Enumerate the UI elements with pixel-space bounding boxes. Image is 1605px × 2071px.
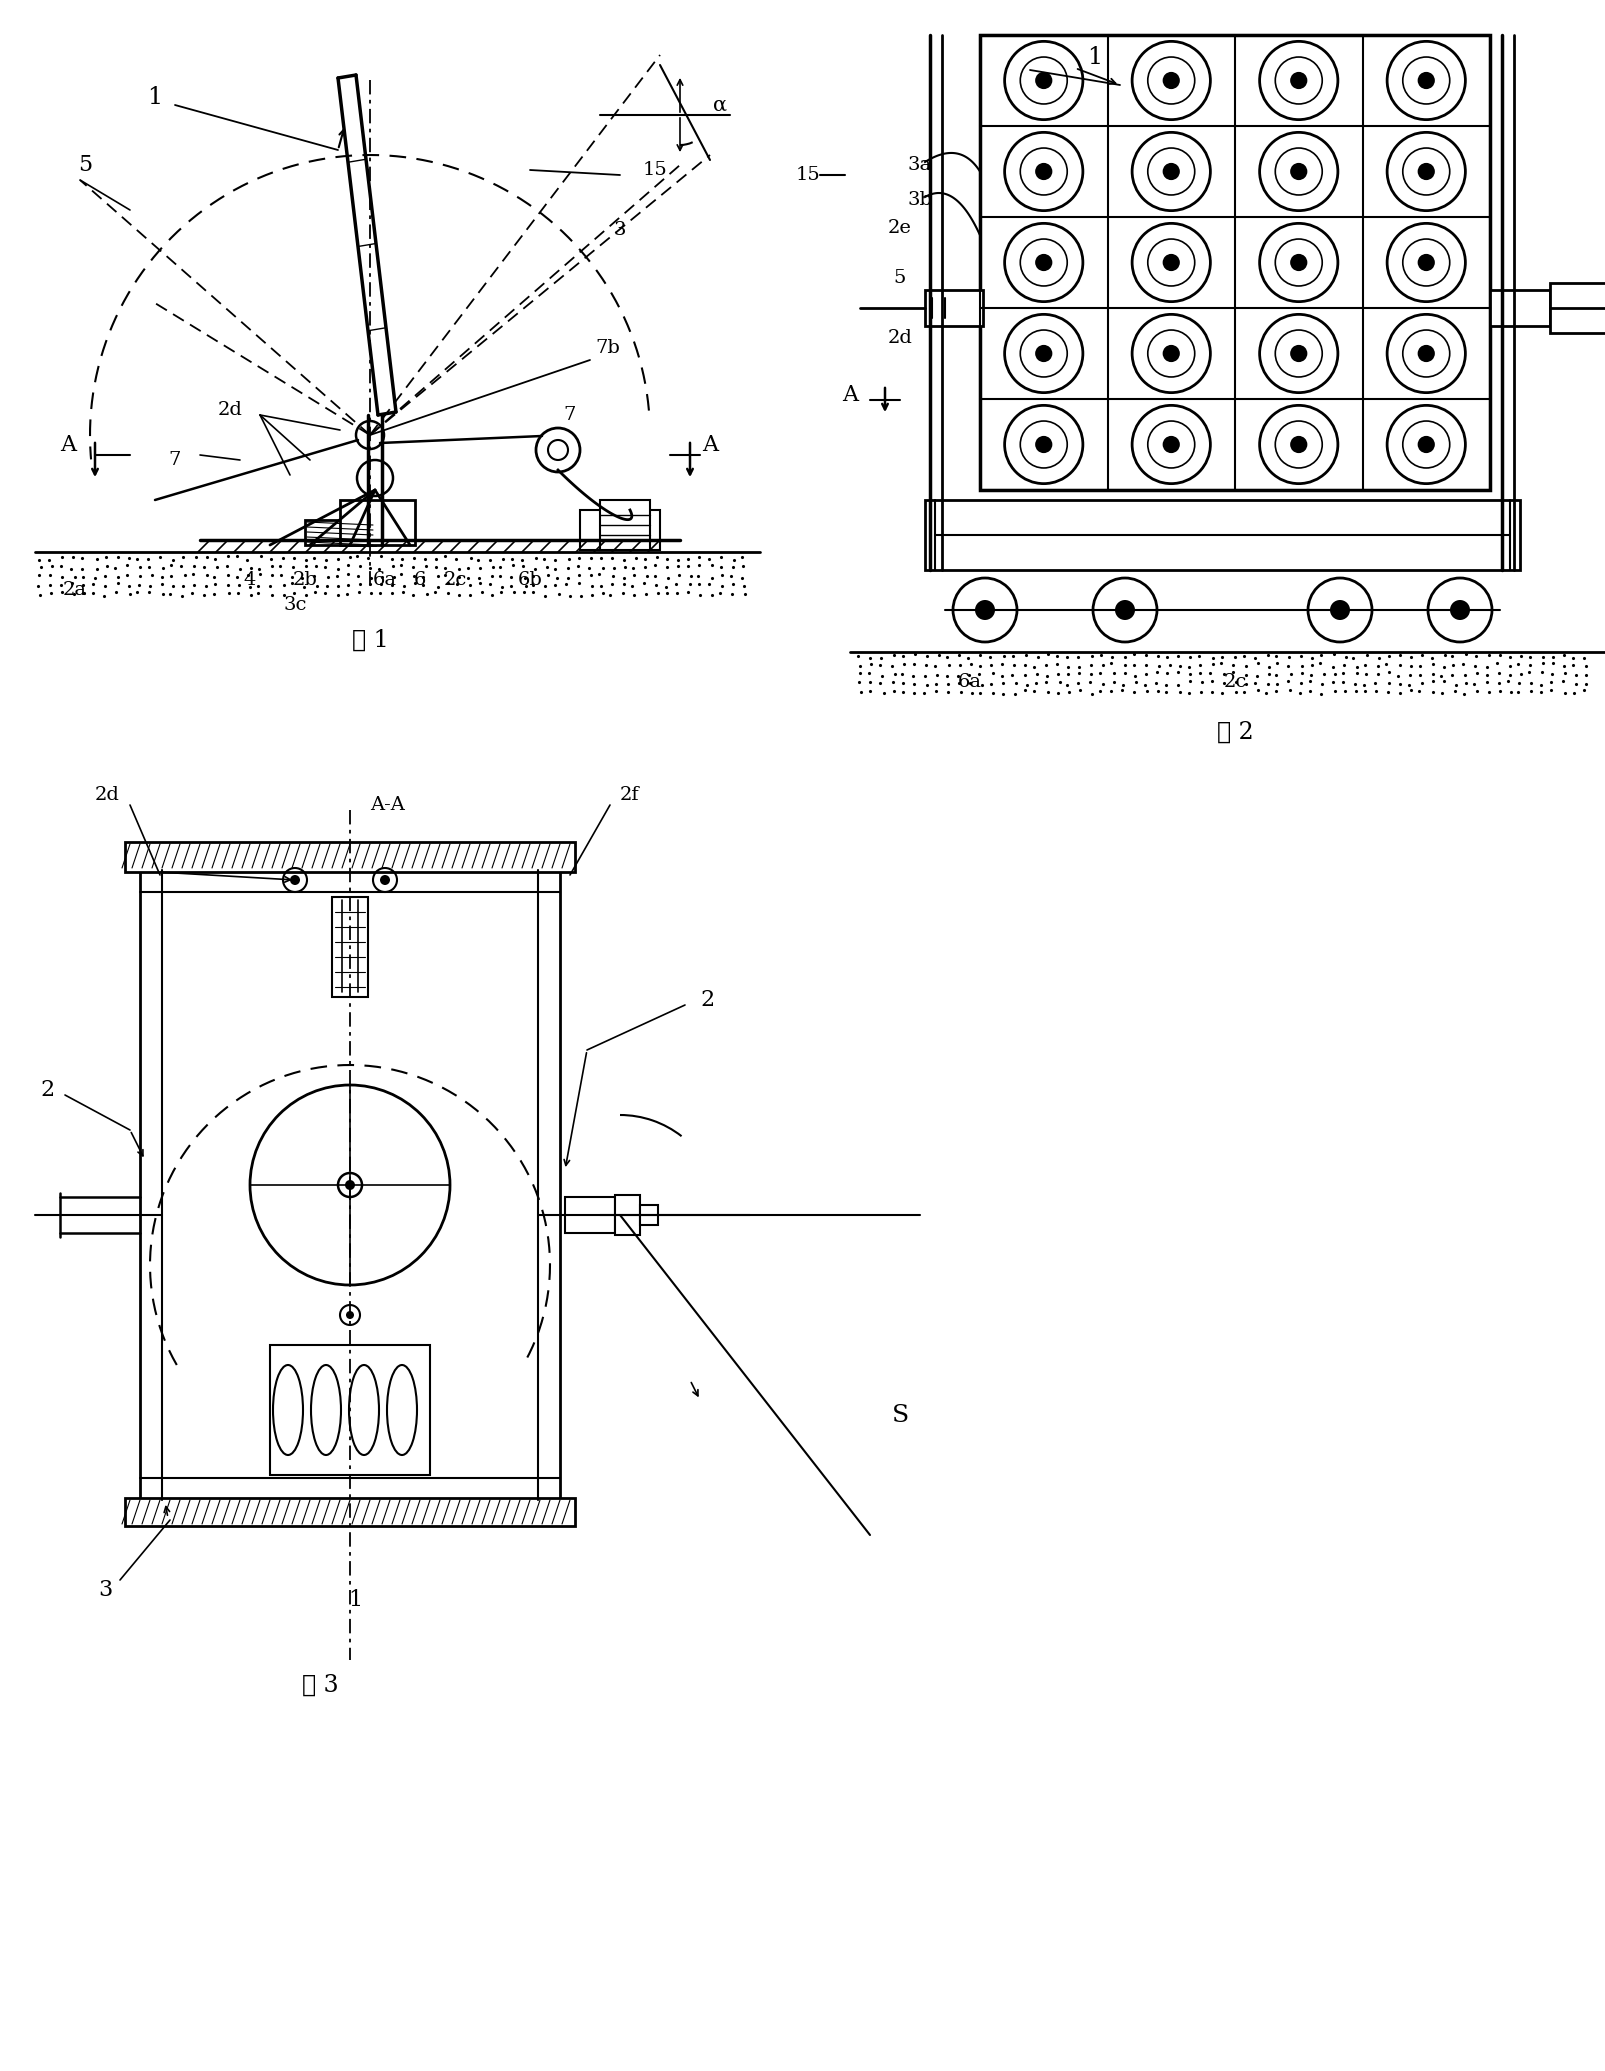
Text: 2d: 2d	[95, 787, 120, 804]
Text: 3: 3	[613, 222, 626, 238]
Bar	[125, 843, 575, 872]
Circle shape	[1162, 72, 1180, 89]
Text: 3b: 3b	[907, 191, 933, 209]
Text: 2d: 2d	[218, 402, 242, 418]
Text: 2a: 2a	[63, 582, 87, 599]
Bar	[981, 35, 1489, 491]
Circle shape	[1417, 255, 1435, 271]
Circle shape	[1331, 601, 1350, 619]
Circle shape	[291, 876, 300, 884]
Bar	[305, 520, 376, 545]
Circle shape	[1290, 164, 1308, 180]
Text: 3c: 3c	[282, 596, 307, 613]
Text: 2c: 2c	[443, 572, 467, 588]
Text: 4: 4	[244, 572, 257, 588]
Circle shape	[1162, 346, 1180, 362]
Bar	[332, 897, 368, 996]
Circle shape	[974, 601, 995, 619]
Text: 2c: 2c	[1223, 673, 1247, 692]
Bar	[615, 1195, 640, 1234]
Text: 2e: 2e	[888, 220, 912, 236]
Text: 6a: 6a	[958, 673, 982, 692]
Bar	[640, 1205, 658, 1226]
Text: 5: 5	[79, 153, 91, 176]
Circle shape	[1417, 346, 1435, 362]
Text: S: S	[891, 1404, 908, 1427]
Text: 2d: 2d	[888, 329, 912, 348]
Bar	[924, 499, 1520, 570]
Circle shape	[1035, 346, 1053, 362]
Text: 3a: 3a	[908, 155, 933, 174]
Text: 2: 2	[700, 990, 714, 1011]
Circle shape	[1162, 255, 1180, 271]
Text: 1: 1	[1088, 46, 1103, 70]
Circle shape	[1290, 72, 1308, 89]
Text: α: α	[713, 95, 727, 114]
Text: 6: 6	[414, 572, 427, 588]
Bar	[140, 870, 560, 1499]
Circle shape	[345, 1180, 355, 1191]
Circle shape	[1417, 72, 1435, 89]
Circle shape	[1162, 435, 1180, 454]
Circle shape	[1035, 164, 1053, 180]
Bar	[1550, 284, 1605, 333]
Text: 15: 15	[794, 166, 820, 184]
Text: 1: 1	[348, 1588, 363, 1611]
Text: 15: 15	[642, 162, 668, 178]
Text: 5: 5	[894, 269, 907, 288]
Text: 7b: 7b	[595, 340, 621, 356]
Bar	[565, 1197, 615, 1232]
Bar	[270, 1344, 430, 1475]
Text: 7: 7	[563, 406, 576, 425]
Circle shape	[1417, 435, 1435, 454]
Circle shape	[380, 876, 390, 884]
Circle shape	[1290, 255, 1308, 271]
Bar	[125, 1497, 575, 1526]
Text: 图 2: 图 2	[1217, 721, 1254, 743]
Text: 1: 1	[148, 87, 162, 110]
Circle shape	[1115, 601, 1135, 619]
Circle shape	[1417, 164, 1435, 180]
Text: 2f: 2f	[620, 787, 640, 804]
Text: 7: 7	[169, 451, 181, 468]
Bar	[924, 290, 982, 325]
Circle shape	[1449, 601, 1470, 619]
Bar	[1489, 290, 1550, 325]
Text: A: A	[59, 435, 75, 456]
Circle shape	[1162, 164, 1180, 180]
Text: 2b: 2b	[292, 572, 318, 588]
Circle shape	[347, 1311, 355, 1319]
Text: A-A: A-A	[371, 795, 404, 814]
Text: 图 1: 图 1	[351, 628, 388, 652]
Text: 2: 2	[40, 1079, 55, 1102]
Text: 图 3: 图 3	[302, 1673, 339, 1696]
Bar	[340, 499, 416, 545]
Circle shape	[1290, 435, 1308, 454]
Text: 6a: 6a	[372, 572, 396, 588]
Bar	[579, 509, 660, 551]
Text: A: A	[701, 435, 717, 456]
Bar	[600, 499, 650, 551]
Circle shape	[1290, 346, 1308, 362]
Text: 6b: 6b	[517, 572, 542, 588]
Circle shape	[1035, 255, 1053, 271]
Text: A: A	[843, 383, 859, 406]
Circle shape	[1035, 435, 1053, 454]
Circle shape	[1035, 72, 1053, 89]
Text: 3: 3	[98, 1578, 112, 1601]
